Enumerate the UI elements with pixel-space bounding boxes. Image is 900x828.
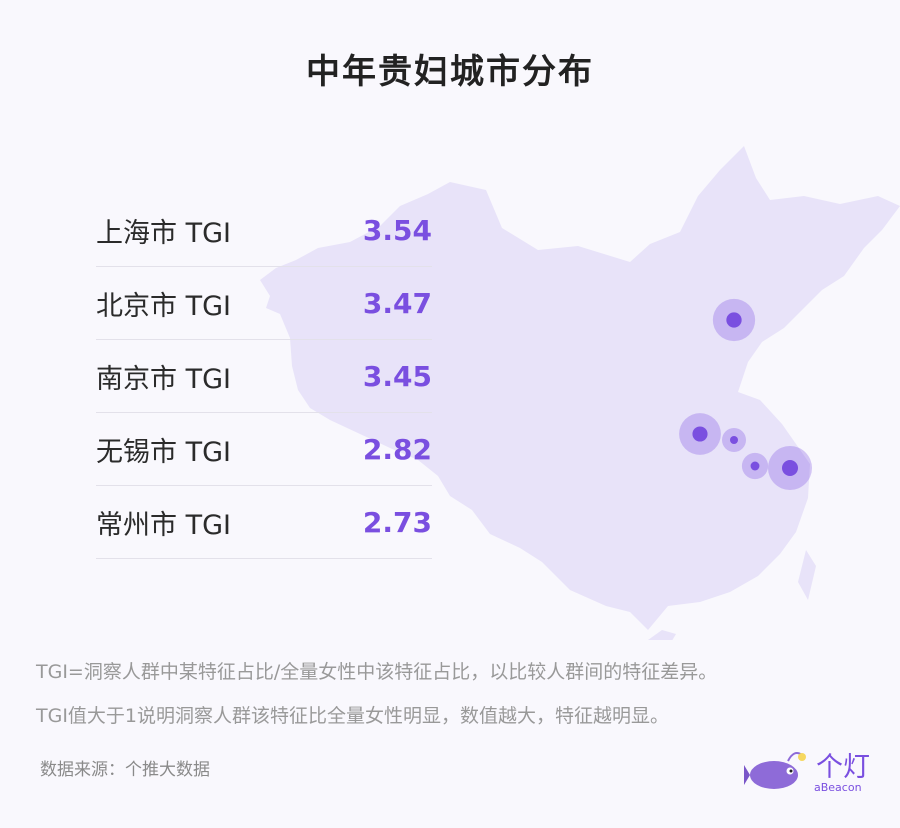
city-marker xyxy=(692,426,708,442)
city-label: 常州市 TGI xyxy=(96,509,231,541)
china-map xyxy=(260,146,900,640)
tgi-definition-note: TGI=洞察人群中某特征占比/全量女性中该特征占比，以比较人群间的特征差异。 xyxy=(36,661,718,683)
city-label: 上海市 TGI xyxy=(96,217,231,249)
tgi-value: 2.82 xyxy=(362,432,432,466)
tgi-list: 上海市 TGI 3.54 北京市 TGI 3.47 南京市 TGI 3.45 无… xyxy=(96,194,432,559)
data-source: 数据来源：个推大数据 xyxy=(40,760,210,780)
tgi-value: 3.47 xyxy=(362,286,432,320)
list-item: 北京市 TGI 3.47 xyxy=(96,267,432,340)
tgi-value: 2.73 xyxy=(362,505,432,539)
list-item: 常州市 TGI 2.73 xyxy=(96,486,432,559)
city-marker xyxy=(730,436,738,444)
city-marker xyxy=(782,460,798,476)
city-label: 北京市 TGI xyxy=(96,290,231,322)
logo-name: 个灯 xyxy=(816,752,870,783)
tgi-interpretation-note: TGI值大于1说明洞察人群该特征比全量女性明显，数值越大，特征越明显。 xyxy=(36,705,670,727)
fish-mascot-icon xyxy=(744,752,806,789)
city-marker xyxy=(726,312,742,328)
logo-sub: aBeacon xyxy=(814,781,862,794)
city-label: 南京市 TGI xyxy=(96,363,231,395)
chart-title: 中年贵妇城市分布 xyxy=(306,52,594,92)
tgi-value: 3.54 xyxy=(362,213,432,247)
list-item: 无锡市 TGI 2.82 xyxy=(96,413,432,486)
taiwan-island xyxy=(798,550,816,600)
hainan-island xyxy=(648,630,676,640)
city-marker xyxy=(750,461,760,471)
list-item: 上海市 TGI 3.54 xyxy=(96,194,432,267)
logo: 个灯 aBeacon xyxy=(744,745,874,797)
list-item: 南京市 TGI 3.45 xyxy=(96,340,432,413)
map-shape xyxy=(260,146,900,630)
tgi-value: 3.45 xyxy=(362,359,432,393)
city-label: 无锡市 TGI xyxy=(96,436,231,468)
